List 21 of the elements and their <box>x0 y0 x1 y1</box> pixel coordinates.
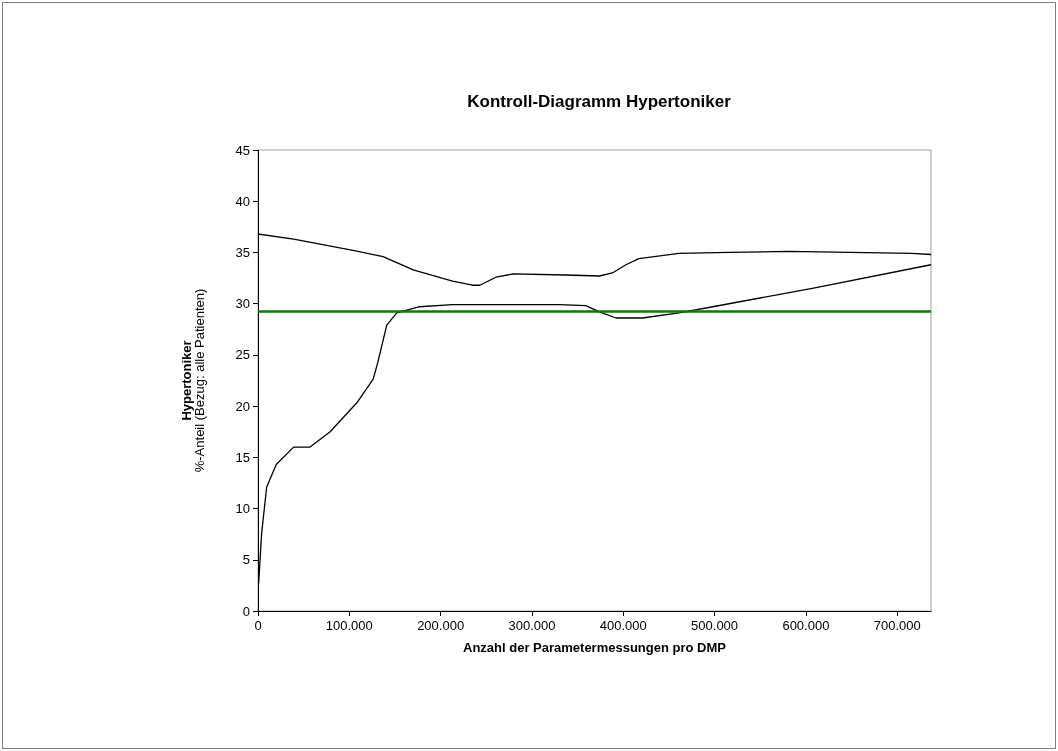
y-tick-label: 45 <box>235 142 250 158</box>
x-tick-label: 600.000 <box>782 618 830 633</box>
x-axis-title: Anzahl der Parametermessungen pro DMP <box>463 640 727 655</box>
y-tick-label: 30 <box>235 296 250 312</box>
x-tick-label: 700.000 <box>873 618 921 633</box>
y-axis-title: Hypertoniker %-Anteil (Bezug: alle Patienten) <box>179 288 207 473</box>
y-tick-label: 35 <box>235 244 250 260</box>
x-tick-label: 400.000 <box>599 618 647 633</box>
x-tick-label: 500.000 <box>691 618 739 633</box>
y-tick-label: 0 <box>242 603 250 619</box>
y-tick-label: 5 <box>242 552 250 568</box>
y-tick-label: 20 <box>235 398 250 414</box>
x-tick-label: 0 <box>254 618 262 633</box>
y-tick-label: 15 <box>235 449 250 465</box>
x-tick-label: 300.000 <box>508 618 556 633</box>
x-tick-label: 100.000 <box>325 618 373 633</box>
x-tick-label: 200.000 <box>417 618 465 633</box>
y-tick-label: 40 <box>235 193 250 209</box>
y-tick-label: 25 <box>235 347 250 363</box>
chart-title: Kontroll-Diagramm Hypertoniker <box>467 92 732 111</box>
y-tick-label: 10 <box>235 501 250 517</box>
